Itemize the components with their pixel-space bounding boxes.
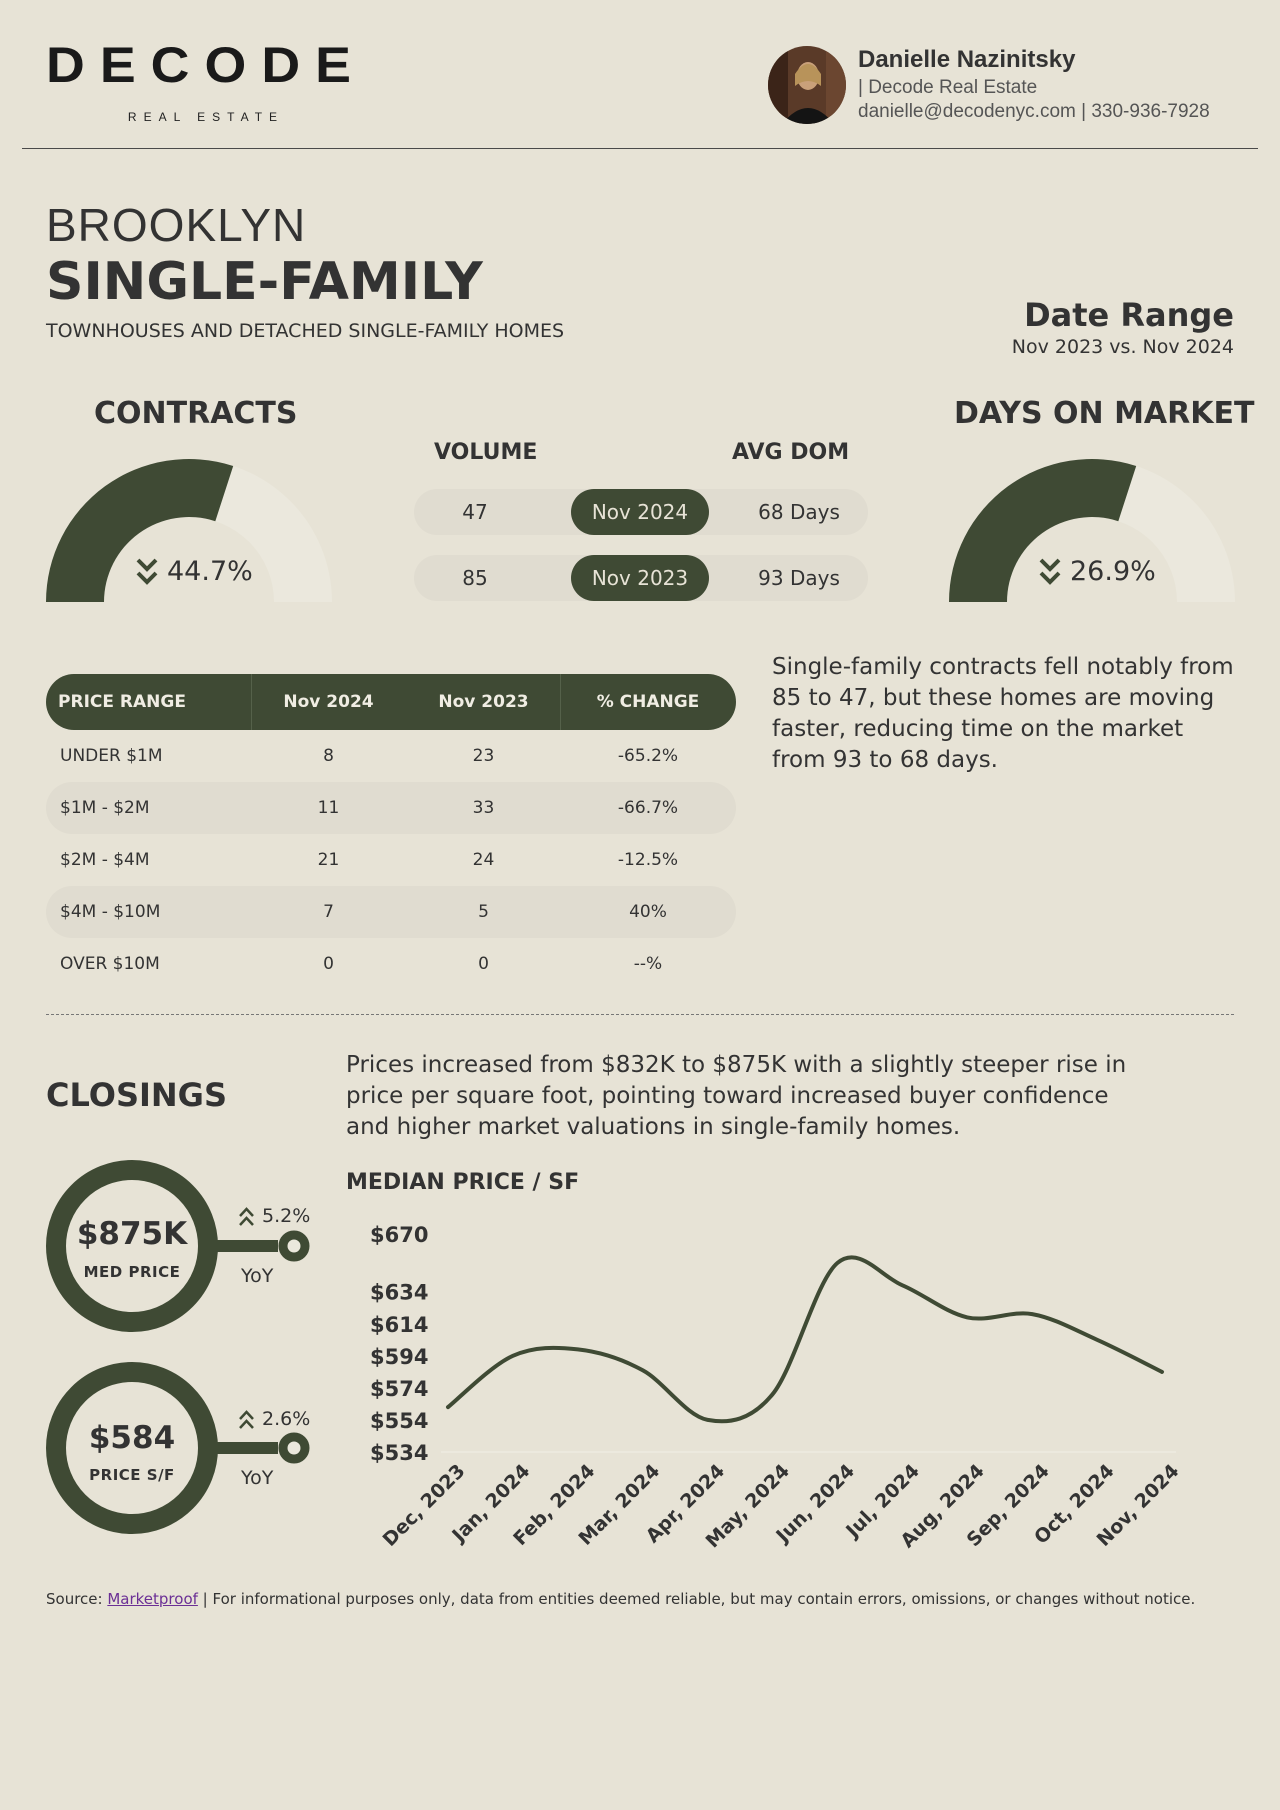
double-chevron-up-icon (239, 1410, 254, 1429)
table-header: PRICE RANGE Nov 2024 Nov 2023 % CHANGE (46, 674, 736, 730)
dom-value: 68 Days (758, 500, 840, 524)
median-price-label: MED PRICE (83, 1263, 181, 1281)
table-row: $4M - $10M 7 5 40% (46, 886, 736, 938)
agent-name: Danielle Nazinitsky (858, 46, 1076, 73)
column-header: Nov 2023 (438, 692, 529, 712)
y-tick-label: $574 (370, 1377, 428, 1401)
volume-header: VOLUME (434, 440, 538, 465)
source-link[interactable]: Marketproof (107, 1590, 198, 1608)
column-header: % CHANGE (596, 692, 700, 712)
source-prefix: Source: (46, 1590, 108, 1608)
pct-change-cell: -66.7% (617, 798, 679, 818)
dom-title: DAYS ON MARKET (954, 396, 1255, 431)
table-row: $1M - $2M 11 33 -66.7% (46, 782, 736, 834)
table-row: OVER $10M 0 0 --% (46, 938, 736, 990)
pct-change-cell: --% (633, 954, 663, 974)
contracts-change: 44.7% (167, 556, 253, 587)
logo-subtitle: REAL ESTATE (127, 110, 285, 124)
price-range-cell: UNDER $1M (60, 746, 163, 766)
nov-2023-cell: 23 (472, 746, 495, 766)
table-row: UNDER $1M 8 23 -65.2% (46, 730, 736, 782)
period-badge: Nov 2024 (571, 489, 709, 535)
double-chevron-down-icon (136, 558, 158, 585)
closings-title: CLOSINGS (46, 1076, 227, 1114)
contracts-title: CONTRACTS (94, 396, 298, 431)
nov-2023-cell: 5 (478, 902, 489, 922)
contracts-summary: Single-family contracts fell notably fro… (772, 654, 1234, 773)
date-range-value: Nov 2023 vs. Nov 2024 (1011, 336, 1234, 358)
price-range-cell: $1M - $2M (60, 798, 150, 818)
price-range-table: PRICE RANGE Nov 2024 Nov 2023 % CHANGE U… (46, 674, 736, 990)
dom-gauge (949, 458, 1235, 602)
agent-contact: danielle@decodenyc.com | 330-936-7928 (858, 101, 1210, 122)
closings-summary: Prices increased from $832K to $875K wit… (346, 1052, 1127, 1140)
price-range-cell: $2M - $4M (60, 850, 150, 870)
column-header: PRICE RANGE (58, 692, 186, 712)
property-subtitle: TOWNHOUSES AND DETACHED SINGLE-FAMILY HO… (46, 320, 565, 342)
median-price-change: 5.2% (262, 1205, 311, 1227)
nov-2024-cell: 21 (317, 850, 340, 870)
chart-title: MEDIAN PRICE / SF (346, 1170, 580, 1195)
pct-change-cell: -65.2% (617, 746, 679, 766)
section-divider (46, 1014, 1234, 1015)
nov-2023-cell: 24 (472, 850, 495, 870)
table-row: $2M - $4M 21 24 -12.5% (46, 834, 736, 886)
series-line (446, 1255, 1164, 1424)
footer: Source: Marketproof | For informational … (46, 1590, 1195, 1608)
y-tick-label: $614 (370, 1313, 428, 1337)
property-type-title: SINGLE-FAMILY (46, 252, 483, 312)
price-sf-change: 2.6% (262, 1408, 311, 1430)
date-range-label: Date Range (1024, 296, 1234, 334)
nov-2024-cell: 0 (323, 954, 334, 974)
logo-text: DECODE (46, 40, 366, 92)
dom-change: 26.9% (1070, 556, 1156, 587)
nov-2024-cell: 7 (323, 902, 334, 922)
header-divider (22, 148, 1258, 149)
gauge-fill (949, 458, 1137, 602)
nov-2023-cell: 33 (472, 798, 495, 818)
gauge-fill (46, 458, 234, 602)
agent-company: | Decode Real Estate (858, 77, 1038, 98)
nov-2024-cell: 8 (323, 746, 334, 766)
decode-logo: DECODE (46, 40, 366, 92)
avg-dom-header: AVG DOM (732, 440, 850, 465)
median-price-ring (46, 1160, 310, 1332)
nov-2024-cell: 11 (317, 798, 340, 818)
price-sf-label: PRICE S/F (89, 1466, 175, 1484)
column-header: Nov 2024 (283, 692, 374, 712)
nov-2023-cell: 0 (478, 954, 489, 974)
y-tick-label: $534 (370, 1441, 428, 1465)
contracts-gauge (46, 458, 332, 602)
double-chevron-down-icon (1039, 558, 1061, 585)
period-badge: Nov 2023 (571, 555, 709, 601)
y-tick-label: $554 (370, 1409, 428, 1433)
median-price-period: YoY (241, 1265, 274, 1287)
pct-change-cell: -12.5% (617, 850, 679, 870)
column-divider (251, 674, 252, 730)
y-tick-label: $594 (370, 1345, 428, 1369)
disclaimer: | For informational purposes only, data … (197, 1590, 1196, 1608)
pct-change-cell: 40% (629, 902, 667, 922)
price-range-cell: $4M - $10M (60, 902, 161, 922)
median-price-sf-chart: $670$634$614$594$574$554$534 Dec, 2023Ja… (370, 1223, 1184, 1552)
volume-value: 85 (462, 566, 488, 590)
double-chevron-up-icon (239, 1207, 254, 1226)
price-sf-ring (46, 1362, 310, 1534)
volume-dom-row: 47 Nov 2024 68 Days (414, 489, 868, 535)
volume-dom-row: 85 Nov 2023 93 Days (414, 555, 868, 601)
city-title: BROOKLYN (46, 199, 307, 251)
column-divider (560, 674, 561, 730)
agent-avatar (768, 46, 846, 124)
y-tick-label: $670 (370, 1223, 428, 1247)
y-tick-label: $634 (370, 1281, 428, 1305)
volume-value: 47 (462, 500, 488, 524)
dom-value: 93 Days (758, 566, 840, 590)
price-sf-value: $584 (88, 1420, 176, 1456)
median-price-value: $875K (76, 1216, 188, 1252)
price-sf-period: YoY (241, 1467, 274, 1489)
price-range-cell: OVER $10M (60, 954, 160, 974)
